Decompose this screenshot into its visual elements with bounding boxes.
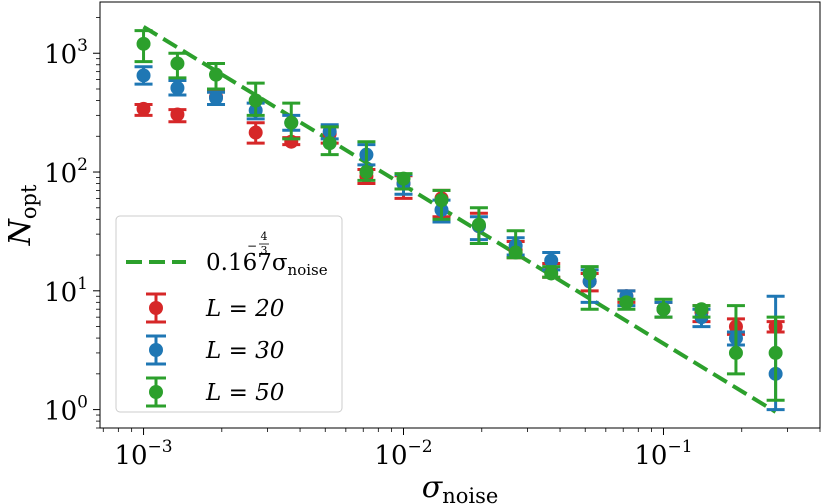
data-point [170,107,185,122]
fit-line [142,25,777,414]
y-tick-label-base: 10 [44,278,77,308]
legend-series-label: L = 50 [205,380,284,406]
data-point [582,266,597,281]
series-layer [134,29,785,412]
data-point [544,266,559,281]
data-point [768,345,783,360]
legend-fit-label: 0.167σnoise [206,250,328,279]
x-tick-label-base: 10 [374,441,407,471]
y-axis-label: Nopt [3,184,41,246]
data-point [209,90,224,105]
y-tick-label-exp: 2 [77,155,88,175]
legend-fit-coef: 0.167σ [206,250,288,276]
legend-fit-exp-minus: − [247,239,257,253]
series-3 [134,29,785,402]
data-point [694,302,709,317]
y-tick-label: 101 [44,274,88,308]
y-tick-label-base: 10 [44,159,77,189]
data-point [170,56,185,71]
svg-text:Nopt: Nopt [3,184,41,246]
data-point [508,245,523,260]
legend: 0.167σnoise−43L = 20L = 30L = 50 [115,215,343,413]
y-tick-label: 102 [44,155,88,189]
y-axis-label-main: N [3,217,38,246]
data-point [619,295,634,310]
legend-fit-exp-den: 3 [261,244,268,257]
data-point [434,193,449,208]
legend-marker [149,301,163,315]
data-point [322,136,337,151]
data-point [136,101,151,116]
x-tick-label-exp: −3 [148,437,173,457]
legend-marker [149,343,163,357]
data-point [396,171,411,186]
x-axis-label-main: σ [422,470,444,504]
data-point [170,80,185,95]
legend-series-label: L = 20 [205,296,284,322]
y-tick-label-exp: 0 [77,393,88,413]
x-tick-label-base: 10 [634,441,667,471]
data-point [728,345,743,360]
x-tick-label-base: 10 [114,441,147,471]
legend-marker [149,385,163,399]
x-tick-label-exp: −2 [408,437,433,457]
data-point [284,115,299,130]
y-tick-label-base: 10 [44,40,77,70]
data-point [248,93,263,108]
y-tick-label-base: 10 [44,397,77,427]
data-point [136,68,151,83]
legend-items: 0.167σnoise−43L = 20L = 30L = 50 [126,230,328,408]
data-point [471,217,486,232]
x-axis-label: σnoise [422,470,499,504]
legend-fit-exp-num: 4 [261,230,268,243]
x-tick-label: 10−1 [634,437,692,471]
fit-layer [142,25,777,414]
data-point [359,165,374,180]
legend-series-3: L = 50 [146,376,284,408]
data-point [248,125,263,140]
y-tick-label: 100 [44,393,88,427]
legend-box [115,215,343,413]
y-tick-label-exp: 3 [77,36,88,56]
data-point [209,67,224,82]
data-point [544,253,559,268]
legend-series-1: L = 20 [146,292,284,324]
legend-series-label: L = 30 [205,338,284,364]
data-point [656,302,671,317]
y-tick-label: 103 [44,36,88,70]
legend-series-2: L = 30 [146,334,284,366]
data-point [136,36,151,51]
axes-frame [99,1,821,429]
svg-text:σnoise: σnoise [422,470,499,504]
y-axis-label-sub: opt [17,184,41,219]
x-axis-label-sub: noise [442,484,498,504]
x-tick-label-exp: −1 [667,437,692,457]
x-tick-label: 10−3 [114,437,172,471]
x-tick-label: 10−2 [374,437,432,471]
legend-fit-sub: noise [288,261,328,279]
y-tick-label-exp: 1 [77,274,88,294]
